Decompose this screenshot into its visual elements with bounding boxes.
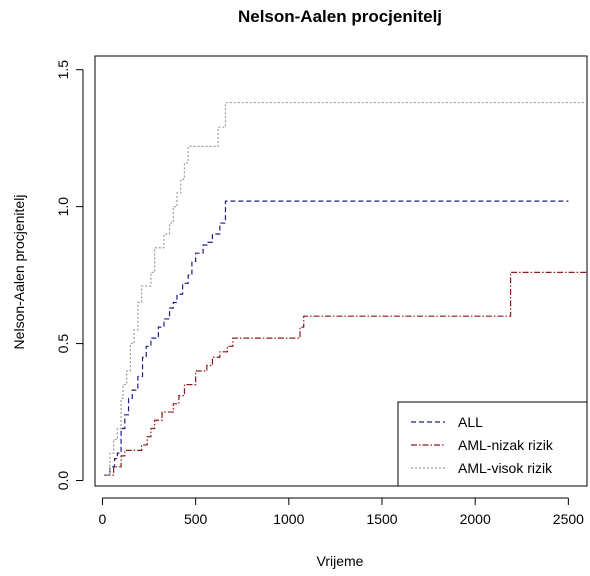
y-ticks: 0.0 0.5 1.0 1.5 <box>55 60 83 491</box>
series-line-0 <box>104 200 569 476</box>
y-tick-label: 0.5 <box>55 334 71 354</box>
plot-frame <box>94 55 588 487</box>
y-axis-label: Nelson-Aalen procjenitelj <box>11 195 27 350</box>
x-tick-label: 1000 <box>273 511 304 527</box>
x-tick-label: 500 <box>184 511 208 527</box>
legend-box <box>397 401 588 487</box>
series-lines <box>104 101 587 476</box>
y-tick-label: 0.0 <box>55 471 71 491</box>
x-tick-label: 2000 <box>460 511 491 527</box>
chart-title: Nelson-Aalen procjenitelj <box>238 7 442 26</box>
legend-label-aml-nizak: AML-nizak rizik <box>458 437 554 453</box>
series-line-2 <box>106 101 587 476</box>
x-tick-label: 2500 <box>553 511 584 527</box>
x-axis-label: Vrijeme <box>317 553 364 569</box>
legend-label-all: ALL <box>458 414 483 430</box>
legend: ALL AML-nizak rizik AML-visok rizik <box>397 401 588 487</box>
x-ticks: 0 500 1000 1500 2000 2500 <box>99 498 584 527</box>
legend-label-aml-visok: AML-visok rizik <box>458 460 553 476</box>
y-tick-label: 1.0 <box>55 197 71 217</box>
x-tick-label: 0 <box>99 511 107 527</box>
y-tick-label: 1.5 <box>55 60 71 80</box>
x-tick-label: 1500 <box>366 511 397 527</box>
